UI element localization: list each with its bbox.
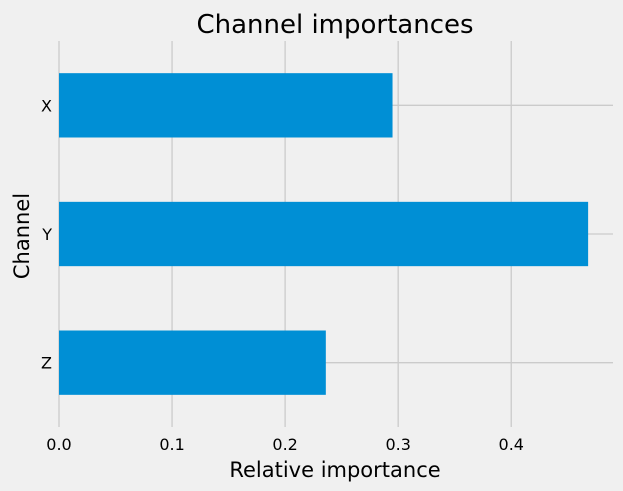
x-tick-label: 0.1: [159, 435, 184, 454]
x-tick-label: 0.3: [385, 435, 410, 454]
bar-x: [59, 73, 393, 138]
bars: [59, 73, 589, 395]
x-tick-label: 0.0: [46, 435, 71, 454]
x-tick-labels: 0.0 0.1 0.2 0.3 0.4: [46, 435, 524, 454]
y-tick-label: Z: [41, 354, 52, 373]
y-tick-labels: X Y Z: [41, 96, 52, 372]
bar-y: [59, 201, 589, 267]
x-tick-label: 0.4: [499, 435, 524, 454]
chart-title: Channel importances: [196, 10, 473, 40]
y-tick-label: X: [41, 96, 52, 115]
x-tick-label: 0.2: [272, 435, 297, 454]
x-axis-label: Relative importance: [229, 458, 440, 482]
y-axis-label: Channel: [10, 193, 34, 279]
y-tick-label: Y: [41, 225, 52, 244]
bar-z: [59, 330, 326, 395]
